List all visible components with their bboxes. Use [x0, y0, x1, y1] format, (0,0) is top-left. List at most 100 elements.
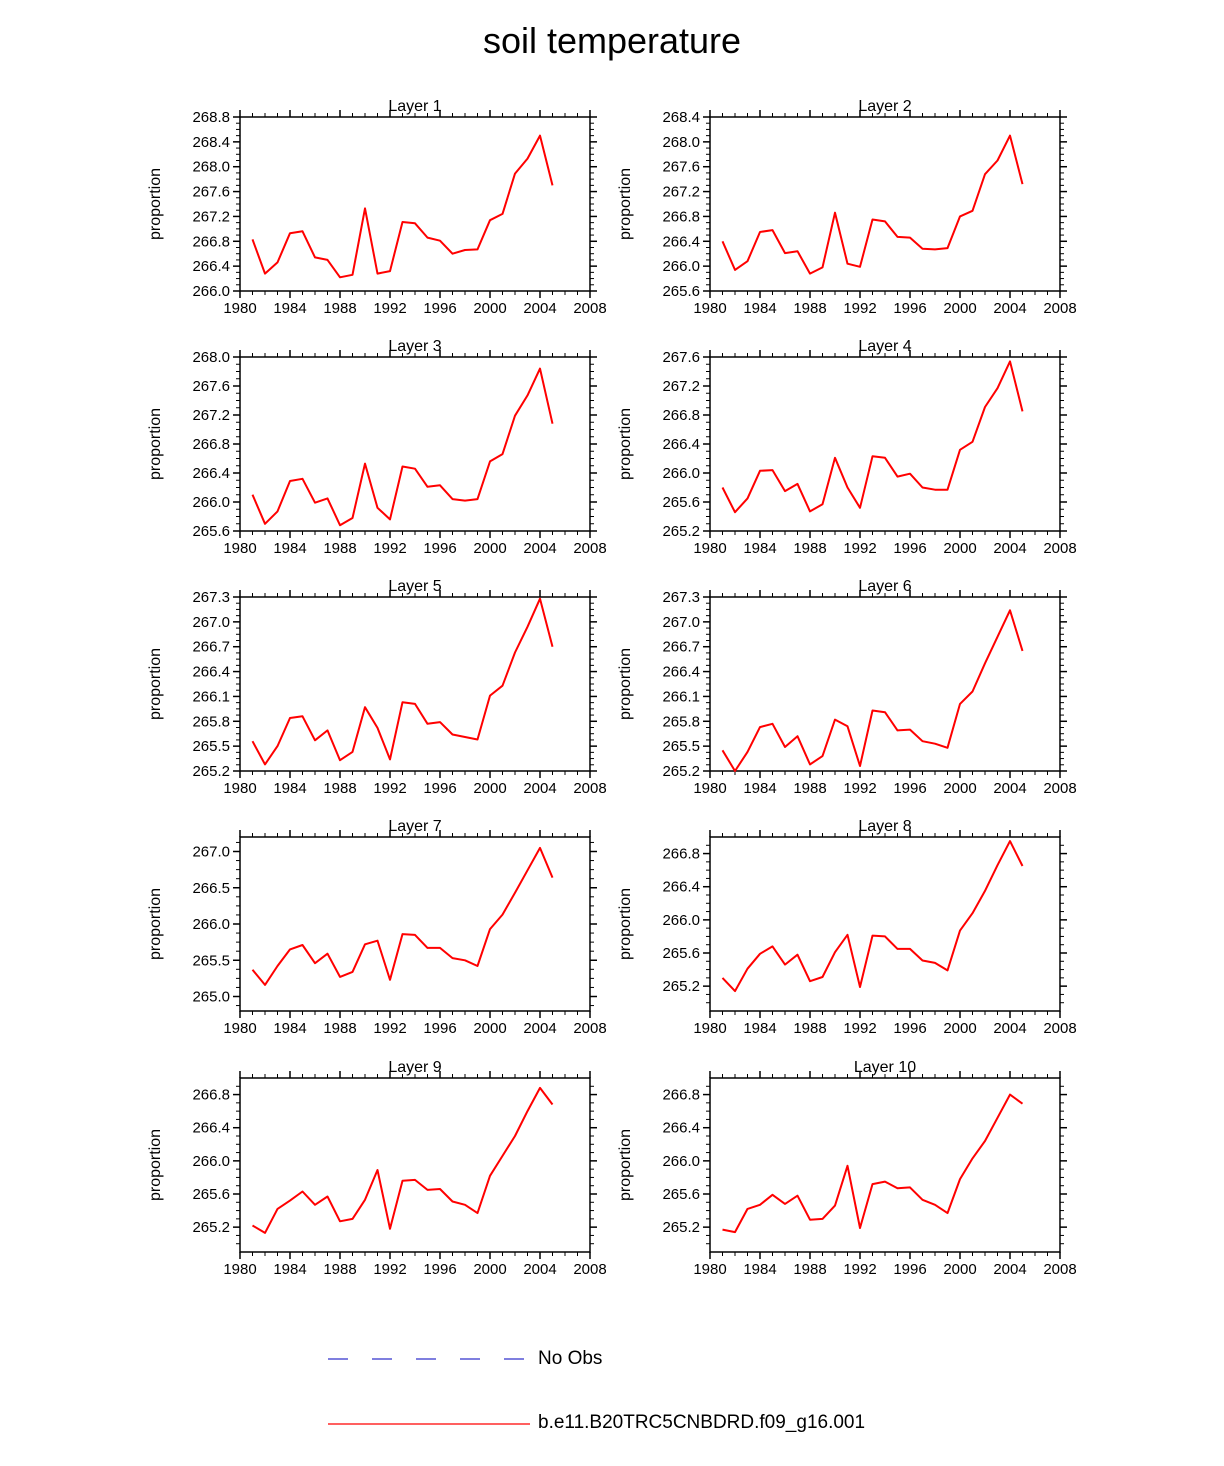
x-tick-label: 1984	[743, 780, 776, 797]
x-tick-label: 2004	[993, 300, 1026, 317]
panel-layer-1: Layer 1 proportion 1980 1984 1988 1992 1996 200…	[147, 98, 607, 317]
y-tick-label: 266.8	[662, 208, 700, 225]
x-tick-label: 1984	[273, 1020, 306, 1037]
y-axis-label: proportion	[147, 408, 164, 480]
x-tick-label: 1984	[743, 1261, 776, 1278]
panel-title: Layer 7	[388, 818, 441, 835]
panel-title: Layer 1	[388, 98, 441, 115]
y-tick-label: 266.8	[192, 436, 230, 453]
y-tick-label: 266.4	[192, 465, 230, 482]
y-tick-label: 265.2	[662, 978, 700, 995]
panel-layer-3: Layer 3 proportion 1980 1984 1988 1992 1996 200…	[147, 338, 607, 557]
y-axis-label: proportion	[147, 168, 164, 240]
x-tick-label: 1988	[323, 780, 356, 797]
x-tick-label: 2008	[1043, 1261, 1076, 1278]
y-tick-label: 266.4	[662, 664, 700, 681]
y-tick-label: 266.1	[192, 688, 230, 705]
y-tick-label: 268.8	[192, 109, 230, 126]
plot-frame	[709, 1077, 1061, 1253]
panel-title: Layer 2	[858, 98, 911, 115]
y-axis-label: proportion	[617, 1129, 634, 1201]
series-line	[722, 1093, 1024, 1234]
y-tick-label: 266.8	[192, 1087, 230, 1104]
y-tick-label: 266.0	[662, 912, 700, 929]
x-tick-label: 1992	[843, 540, 876, 557]
panel-layer-10: Layer 10 proportion 1980 1984 1988 1992 1996 20…	[617, 1059, 1077, 1278]
x-tick-label: 2000	[943, 1261, 976, 1278]
y-axis-label: proportion	[617, 888, 634, 960]
y-tick-label: 265.6	[662, 945, 700, 962]
series-line	[251, 1086, 554, 1234]
panel-title: Layer 10	[854, 1059, 916, 1076]
x-tick-label: 1992	[373, 1020, 406, 1037]
panel-layer-9: Layer 9 proportion 1980 1984 1988 1992 1996 200…	[147, 1059, 607, 1278]
y-tick-label: 266.0	[662, 258, 700, 275]
x-tick-label: 1980	[693, 780, 726, 797]
plot-frame	[239, 1077, 591, 1253]
x-tick-label: 1988	[323, 540, 356, 557]
y-tick-label: 267.6	[192, 378, 230, 395]
y-tick-label: 265.5	[662, 738, 700, 755]
y-tick-label: 265.0	[192, 989, 230, 1006]
x-tick-label: 1984	[743, 540, 776, 557]
y-tick-label: 266.0	[192, 494, 230, 511]
y-tick-label: 267.0	[192, 844, 230, 861]
x-tick-label: 2008	[573, 1020, 606, 1037]
y-tick-label: 265.6	[192, 523, 230, 540]
x-tick-label: 1996	[423, 540, 456, 557]
panel-layer-2: Layer 2 proportion 1980 1984 1988 1992 1996 200…	[617, 98, 1077, 317]
panel-title: Layer 4	[858, 338, 911, 355]
x-tick-label: 1980	[693, 1020, 726, 1037]
y-tick-label: 265.2	[662, 1219, 700, 1236]
y-tick-label: 266.4	[662, 879, 700, 896]
y-axis-label: proportion	[147, 1129, 164, 1201]
y-tick-label: 267.6	[192, 184, 230, 201]
y-tick-label: 267.6	[662, 159, 700, 176]
series-line	[721, 134, 1024, 275]
x-tick-label: 1988	[323, 300, 356, 317]
plot-frame	[239, 356, 591, 532]
x-tick-label: 1984	[273, 780, 306, 797]
x-tick-label: 1984	[743, 300, 776, 317]
plot-frame	[239, 836, 591, 1012]
y-tick-label: 267.6	[662, 349, 700, 366]
x-tick-label: 1992	[843, 300, 876, 317]
x-tick-label: 1980	[693, 540, 726, 557]
y-tick-label: 265.5	[192, 952, 230, 969]
panel-layer-6: Layer 6 proportion 1980 1984 1988 1992 1996 200…	[617, 578, 1077, 797]
y-tick-label: 267.2	[192, 407, 230, 424]
plot-frame	[709, 836, 1061, 1012]
x-tick-label: 2004	[523, 1020, 556, 1037]
y-tick-label: 266.1	[662, 688, 700, 705]
x-tick-label: 2004	[523, 1261, 556, 1278]
x-tick-label: 1988	[793, 780, 826, 797]
x-tick-label: 1988	[323, 1020, 356, 1037]
x-tick-label: 1992	[843, 1261, 876, 1278]
y-tick-label: 268.4	[662, 109, 700, 126]
plot-frame	[709, 356, 1061, 532]
panel-title: Layer 9	[388, 1059, 441, 1076]
y-tick-label: 266.0	[192, 1153, 230, 1170]
y-tick-label: 265.2	[192, 1219, 230, 1236]
x-tick-label: 2000	[473, 780, 506, 797]
x-tick-label: 2004	[993, 1020, 1026, 1037]
x-tick-label: 1988	[793, 540, 826, 557]
x-tick-label: 1996	[893, 1020, 926, 1037]
y-axis-label: proportion	[617, 648, 634, 720]
y-tick-label: 265.2	[662, 763, 700, 780]
y-tick-label: 266.7	[192, 639, 230, 656]
plot-frame	[709, 596, 1061, 772]
panel-title: Layer 6	[858, 578, 911, 595]
y-tick-label: 268.0	[192, 159, 230, 176]
y-tick-label: 267.0	[662, 614, 700, 631]
x-tick-label: 1996	[893, 780, 926, 797]
y-tick-label: 265.6	[662, 494, 700, 511]
x-tick-label: 2004	[993, 1261, 1026, 1278]
series-line	[721, 609, 1024, 772]
plot-frame	[709, 116, 1061, 292]
x-tick-label: 2008	[573, 540, 606, 557]
x-tick-label: 1996	[893, 1261, 926, 1278]
x-tick-label: 1984	[273, 300, 306, 317]
x-tick-label: 1988	[793, 1261, 826, 1278]
x-tick-label: 2004	[523, 780, 556, 797]
